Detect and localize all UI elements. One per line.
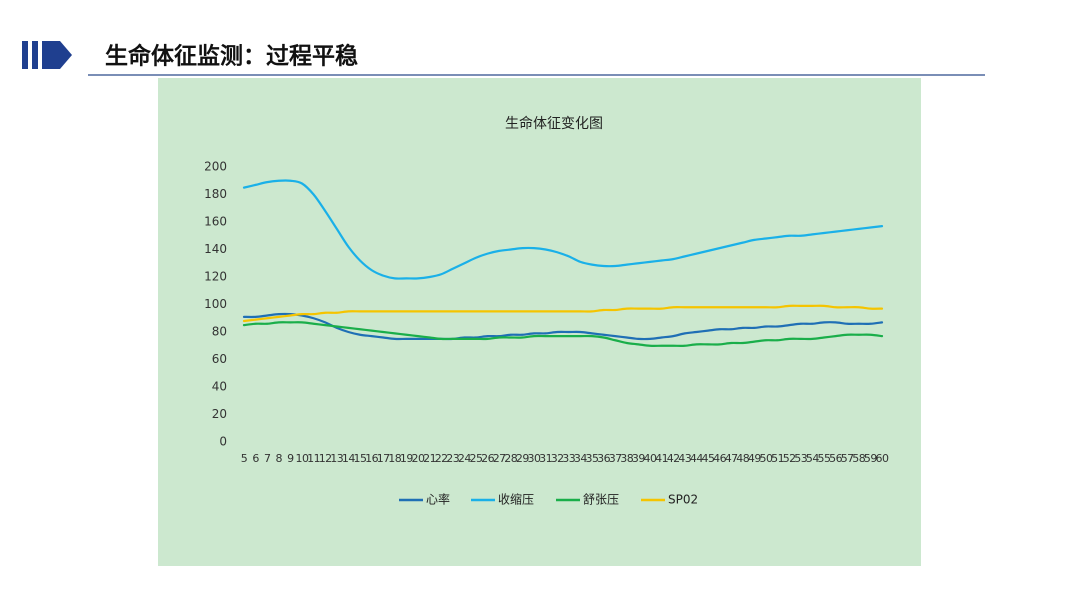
legend-label: 收缩压 xyxy=(498,492,534,507)
x-tick-label: 25 xyxy=(470,452,483,465)
x-tick-label: 32 xyxy=(551,452,564,465)
x-tick-label: 31 xyxy=(539,452,552,465)
x-tick-label: 11 xyxy=(307,452,320,465)
x-tick-label: 26 xyxy=(481,452,494,465)
x-tick-label: 54 xyxy=(806,452,819,465)
x-tick-label: 28 xyxy=(504,452,517,465)
y-tick-label: 0 xyxy=(219,435,227,449)
x-tick-label: 35 xyxy=(586,452,599,465)
y-tick-label: 20 xyxy=(212,407,227,421)
x-tick-label: 24 xyxy=(458,452,471,465)
x-tick-label: 30 xyxy=(528,452,541,465)
x-tick-label: 16 xyxy=(365,452,378,465)
x-tick-label: 59 xyxy=(864,452,877,465)
x-tick-label: 15 xyxy=(354,452,367,465)
x-tick-label: 23 xyxy=(446,452,459,465)
y-tick-label: 80 xyxy=(212,325,227,339)
x-tick-label: 9 xyxy=(287,452,294,465)
icon-bar xyxy=(22,41,28,69)
x-tick-label: 42 xyxy=(667,452,680,465)
series-line xyxy=(242,304,884,323)
x-tick-label: 12 xyxy=(319,452,332,465)
x-tick-label: 40 xyxy=(644,452,657,465)
x-tick-label: 27 xyxy=(493,452,506,465)
x-tick-label: 6 xyxy=(252,452,259,465)
x-tick-label: 44 xyxy=(690,452,703,465)
x-tick-label: 58 xyxy=(852,452,865,465)
x-tick-label: 50 xyxy=(760,452,773,465)
y-tick-label: 100 xyxy=(204,297,227,311)
header-icon xyxy=(22,41,72,69)
icon-bar xyxy=(32,41,38,69)
x-tick-label: 56 xyxy=(829,452,842,465)
x-tick-label: 46 xyxy=(713,452,726,465)
x-tick-label: 60 xyxy=(876,452,889,465)
x-tick-label: 22 xyxy=(435,452,448,465)
legend-label: SP02 xyxy=(668,493,698,507)
x-tick-label: 39 xyxy=(632,452,645,465)
y-tick-label: 160 xyxy=(204,215,227,229)
y-tick-label: 60 xyxy=(212,352,227,366)
x-tick-label: 48 xyxy=(736,452,749,465)
x-tick-label: 14 xyxy=(342,452,355,465)
slide-title: 生命体征监测：过程平稳 xyxy=(105,43,358,70)
x-tick-label: 20 xyxy=(412,452,425,465)
x-tick-label: 37 xyxy=(609,452,622,465)
series-line xyxy=(242,321,884,347)
series-line xyxy=(242,312,884,341)
y-tick-label: 120 xyxy=(204,270,227,284)
x-tick-label: 47 xyxy=(725,452,738,465)
x-tick-label: 53 xyxy=(794,452,807,465)
x-tick-label: 34 xyxy=(574,452,587,465)
x-tick-label: 41 xyxy=(655,452,668,465)
x-tick-label: 33 xyxy=(562,452,575,465)
x-tick-label: 51 xyxy=(771,452,784,465)
chart-title: 生命体征变化图 xyxy=(505,115,603,132)
x-tick-label: 21 xyxy=(423,452,436,465)
x-tick-label: 49 xyxy=(748,452,761,465)
y-tick-label: 200 xyxy=(204,160,227,174)
chart-background xyxy=(158,78,921,566)
x-tick-label: 18 xyxy=(388,452,401,465)
x-tick-label: 43 xyxy=(678,452,691,465)
x-tick-label: 5 xyxy=(241,452,248,465)
y-tick-label: 140 xyxy=(204,242,227,256)
x-tick-label: 7 xyxy=(264,452,271,465)
x-tick-label: 52 xyxy=(783,452,796,465)
x-tick-label: 8 xyxy=(276,452,283,465)
icon-arrow xyxy=(42,41,72,69)
x-tick-label: 38 xyxy=(620,452,633,465)
x-tick-label: 10 xyxy=(296,452,309,465)
legend-label: 心率 xyxy=(426,492,450,507)
y-tick-label: 180 xyxy=(204,187,227,201)
legend-label: 舒张压 xyxy=(583,493,619,507)
x-tick-label: 55 xyxy=(818,452,831,465)
x-tick-label: 29 xyxy=(516,452,529,465)
x-tick-label: 17 xyxy=(377,452,390,465)
series-line xyxy=(242,179,884,280)
x-tick-label: 13 xyxy=(330,452,343,465)
x-tick-label: 57 xyxy=(841,452,854,465)
x-tick-label: 19 xyxy=(400,452,413,465)
x-tick-label: 36 xyxy=(597,452,610,465)
x-tick-label: 45 xyxy=(702,452,715,465)
y-tick-label: 40 xyxy=(212,380,227,394)
